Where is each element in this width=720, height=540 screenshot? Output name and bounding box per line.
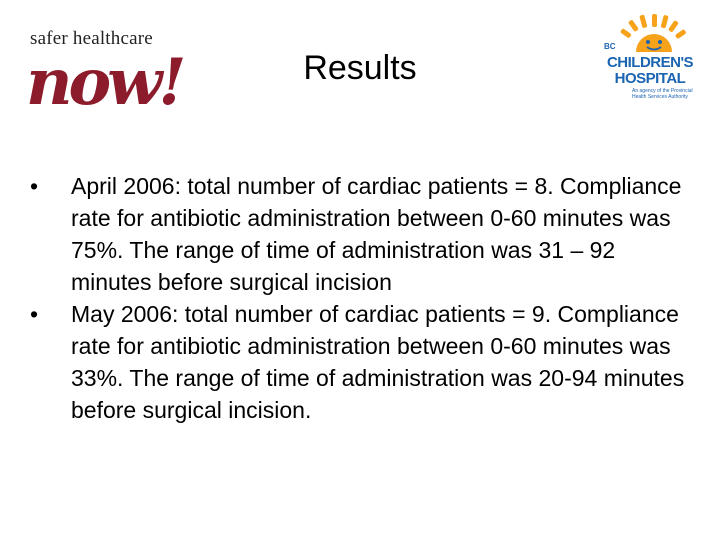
bullet-marker: • [30, 301, 39, 327]
logo-tagline: safer healthcare [30, 28, 153, 49]
bullet-list: • April 2006: total number of cardiac pa… [30, 170, 700, 426]
logo-subtitle: An agency of the Provincial Health Servi… [632, 88, 693, 100]
logo-line2: HOSPITAL [614, 70, 686, 87]
sun-icon [620, 14, 686, 52]
list-item: • May 2006: total number of cardiac pati… [30, 298, 700, 426]
logo-prefix: BC [604, 42, 616, 51]
list-item: • April 2006: total number of cardiac pa… [30, 170, 700, 298]
slide-title: Results [303, 49, 417, 87]
bc-childrens-hospital-logo: BC CHILDREN'S HOSPITAL An agency of the … [598, 14, 702, 104]
logo-line1: CHILDREN'S [606, 54, 694, 71]
bullet-text: May 2006: total number of cardiac patien… [71, 301, 685, 423]
bullet-text: April 2006: total number of cardiac pati… [71, 173, 682, 295]
safer-healthcare-now-logo: safer healthcare now! [20, 18, 190, 118]
logo-wordmark: now! [26, 45, 186, 120]
bullet-marker: • [30, 173, 39, 199]
